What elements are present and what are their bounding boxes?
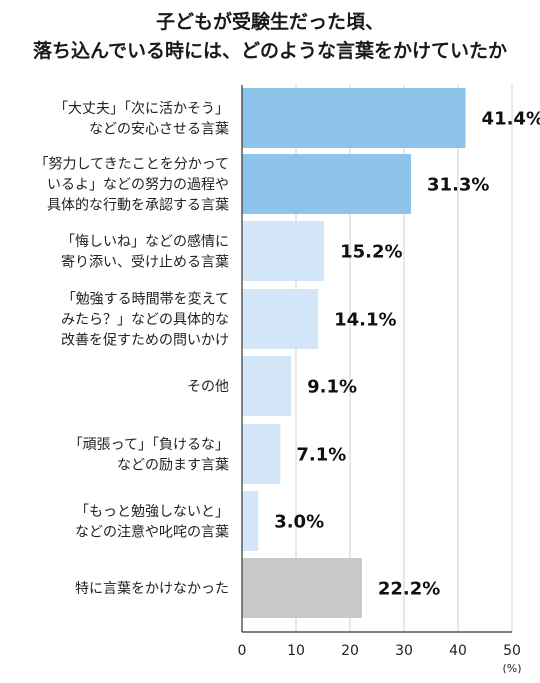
category-label: などの安心させる言葉 bbox=[89, 121, 229, 137]
category-label: 「大丈夫」「次に活かそう」 bbox=[54, 101, 229, 117]
bar bbox=[242, 424, 281, 484]
category-labels: 「大丈夫」「次に活かそう」などの安心させる言葉「努力してきたことを分かっているよ… bbox=[35, 101, 229, 597]
category-label: 改善を促すための問いかけ bbox=[61, 333, 229, 349]
value-label: 7.1% bbox=[296, 445, 346, 466]
bar bbox=[242, 289, 319, 349]
value-labels: 41.4% 31.3% 15.2% 14.1% 9.1% 7.1% 3.0% 22.2% bbox=[274, 109, 540, 600]
category-label: 「勉強する時間帯を変えて bbox=[62, 291, 229, 308]
value-label: 9.1% bbox=[307, 377, 357, 398]
category-label: いるよ」などの努力の過程や bbox=[47, 177, 229, 193]
bar bbox=[242, 558, 362, 618]
value-label: 15.2% bbox=[340, 242, 402, 263]
value-label: 22.2% bbox=[378, 579, 440, 600]
category-label: その他 bbox=[187, 379, 229, 395]
bar bbox=[242, 356, 292, 416]
category-label: 「もっと勉強しないと」 bbox=[75, 504, 229, 520]
category-label: 寄り添い、受け止める言葉 bbox=[61, 253, 229, 270]
chart-title-line: 子どもが受験生だった頃、 bbox=[156, 10, 384, 33]
category-label: 「努力してきたことを分かって bbox=[35, 157, 229, 173]
x-tick-label: 50 bbox=[503, 643, 521, 659]
bar bbox=[242, 154, 412, 214]
category-label: みたら？」などの具体的な bbox=[61, 312, 229, 328]
x-axis: 0 10 20 30 40 50 (%) bbox=[238, 85, 522, 675]
category-label: 「悔しいね」などの感情に bbox=[61, 233, 229, 250]
x-tick-label: 20 bbox=[341, 643, 359, 659]
value-label: 41.4% bbox=[482, 109, 540, 130]
category-label: などの励ます言葉 bbox=[117, 457, 229, 473]
x-tick-label: 10 bbox=[287, 643, 305, 659]
chart-title-line: 落ち込んでいる時には、どのような言葉をかけていたか bbox=[33, 39, 507, 62]
bar bbox=[242, 88, 466, 148]
bar bbox=[242, 221, 325, 281]
chart-title: 子どもが受験生だった頃、落ち込んでいる時には、どのような言葉をかけていたか bbox=[33, 10, 507, 62]
value-label: 14.1% bbox=[334, 310, 396, 331]
value-label: 3.0% bbox=[274, 512, 324, 533]
category-label: 具体的な行動を承認する言葉 bbox=[47, 198, 229, 214]
category-label: 「頑張って」「負けるな」 bbox=[69, 437, 229, 453]
category-label: などの注意や叱咤の言葉 bbox=[75, 523, 229, 540]
x-axis-unit: (%) bbox=[502, 662, 521, 675]
x-tick-label: 40 bbox=[449, 643, 467, 659]
x-tick-label: 30 bbox=[395, 643, 413, 659]
value-label: 31.3% bbox=[427, 175, 489, 196]
bar bbox=[242, 491, 259, 551]
x-tick-label: 0 bbox=[238, 643, 247, 659]
bars bbox=[242, 88, 466, 618]
category-label: 特に言葉をかけなかった bbox=[75, 581, 229, 597]
